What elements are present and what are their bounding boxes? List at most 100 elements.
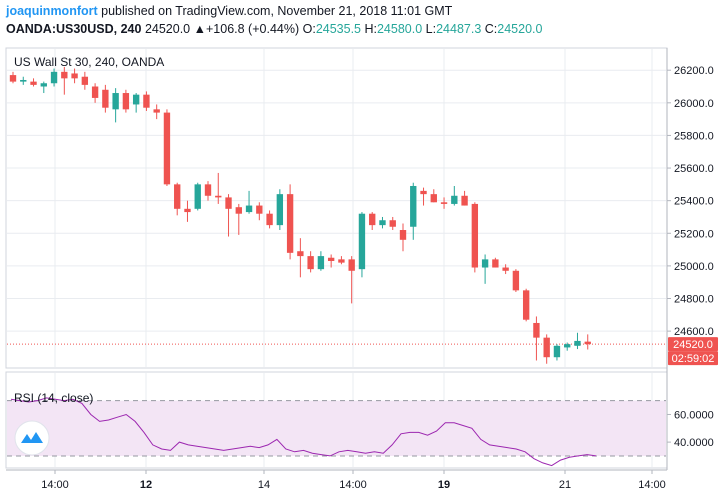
candle: [20, 76, 27, 85]
candle-body: [286, 194, 294, 253]
candle: [245, 190, 253, 214]
candle: [492, 257, 499, 268]
candle: [286, 184, 294, 260]
candle: [369, 212, 376, 231]
candle: [266, 210, 273, 229]
time-axis: 14:00 12 14 14:00 19 21 14:00: [41, 470, 666, 491]
main-chart-title: US Wall St 30, 240, OANDA: [14, 55, 164, 69]
candle-body: [379, 220, 386, 226]
candle-body: [112, 93, 119, 110]
high-value: 24580.0: [376, 22, 423, 36]
candle: [122, 89, 130, 113]
candle-body: [317, 256, 325, 270]
rsi-band-group: [7, 400, 666, 457]
publisher-line: joaquinmonfort published on TradingView.…: [6, 4, 452, 18]
candle: [204, 181, 212, 201]
candle-body: [481, 259, 489, 268]
candle-body: [71, 73, 78, 79]
candle: [533, 316, 540, 361]
candle-body: [194, 184, 201, 209]
candle: [112, 88, 119, 123]
candle-body: [399, 230, 407, 240]
close-label: C:: [484, 22, 498, 36]
time-tick-label: 14:00: [41, 479, 69, 491]
candle: [91, 83, 99, 103]
candle: [327, 254, 335, 268]
candle: [307, 251, 314, 273]
candle: [30, 78, 37, 87]
candle: [225, 194, 232, 237]
low-label: L:: [425, 22, 437, 36]
author-link[interactable]: joaquinmonfort: [6, 4, 98, 18]
candle: [276, 189, 284, 231]
rsi-tick-label: 40.0000: [674, 437, 714, 449]
countdown-tag-text: 02:59:02: [672, 353, 715, 365]
candle-body: [204, 184, 212, 196]
candle-body: [389, 220, 396, 227]
candle-body: [297, 251, 304, 257]
candle-body: [553, 345, 561, 358]
price-change: +106.8 (+0.44%): [206, 22, 300, 36]
candle-body: [512, 270, 520, 291]
tradingview-logo-icon[interactable]: [14, 420, 50, 456]
candle: [50, 68, 58, 87]
candle: [471, 202, 479, 273]
candle-body: [451, 195, 458, 204]
open-value: 24535.5: [315, 22, 361, 36]
time-tick-label: 12: [140, 479, 152, 491]
candle: [522, 288, 530, 322]
candle-body: [430, 194, 437, 203]
price-axis: 26200.0 26000.0 25800.0 25600.0 25400.0 25200…: [667, 65, 714, 449]
candle: [481, 254, 489, 284]
candle: [132, 93, 140, 113]
candle: [358, 212, 366, 278]
candle-body: [174, 184, 181, 209]
candle-body: [81, 76, 89, 85]
open-label: O:: [302, 22, 316, 36]
candle-body: [574, 340, 581, 346]
candle: [348, 256, 355, 304]
candle: [440, 197, 448, 209]
candle: [512, 269, 520, 292]
candle: [153, 104, 160, 120]
rsi-tick-label: 60.0000: [674, 409, 714, 421]
price-tick-label: 25800.0: [674, 130, 714, 142]
up-arrow-icon: ▲: [193, 22, 206, 36]
candle-body: [143, 94, 150, 108]
candle-body: [338, 259, 345, 263]
candles: [9, 66, 591, 364]
time-tick-label: 14:00: [339, 479, 367, 491]
candle-body: [245, 205, 253, 213]
candle: [163, 109, 171, 186]
rsi-band: [7, 400, 666, 456]
price-tick-label: 25400.0: [674, 196, 714, 208]
time-tick-label: 19: [438, 479, 450, 491]
candle-body: [20, 79, 27, 82]
candle-body: [307, 256, 314, 270]
candle-body: [132, 94, 140, 105]
low-value: 24487.3: [436, 22, 482, 36]
candle: [553, 344, 561, 361]
published-text: published on TradingView.com, November 2…: [97, 4, 453, 18]
candle-body: [461, 195, 468, 206]
candle: [461, 190, 468, 206]
candle-body: [420, 190, 427, 195]
price-tick-label: 26200.0: [674, 65, 714, 77]
price-tick-label: 26000.0: [674, 98, 714, 110]
candle: [564, 342, 571, 351]
candle: [399, 223, 407, 252]
price-tick-label: 24800.0: [674, 294, 714, 306]
candle: [215, 172, 222, 204]
candle-body: [184, 208, 191, 213]
candle-body: [410, 185, 417, 227]
candle-body: [584, 341, 591, 345]
candle: [174, 182, 181, 216]
candle: [61, 66, 68, 95]
price-tick-label: 25600.0: [674, 163, 714, 175]
candle-body: [50, 71, 58, 84]
candle-body: [369, 213, 376, 226]
price-tick-label: 25000.0: [674, 261, 714, 273]
candle-body: [61, 71, 68, 79]
candle-body: [9, 75, 17, 82]
